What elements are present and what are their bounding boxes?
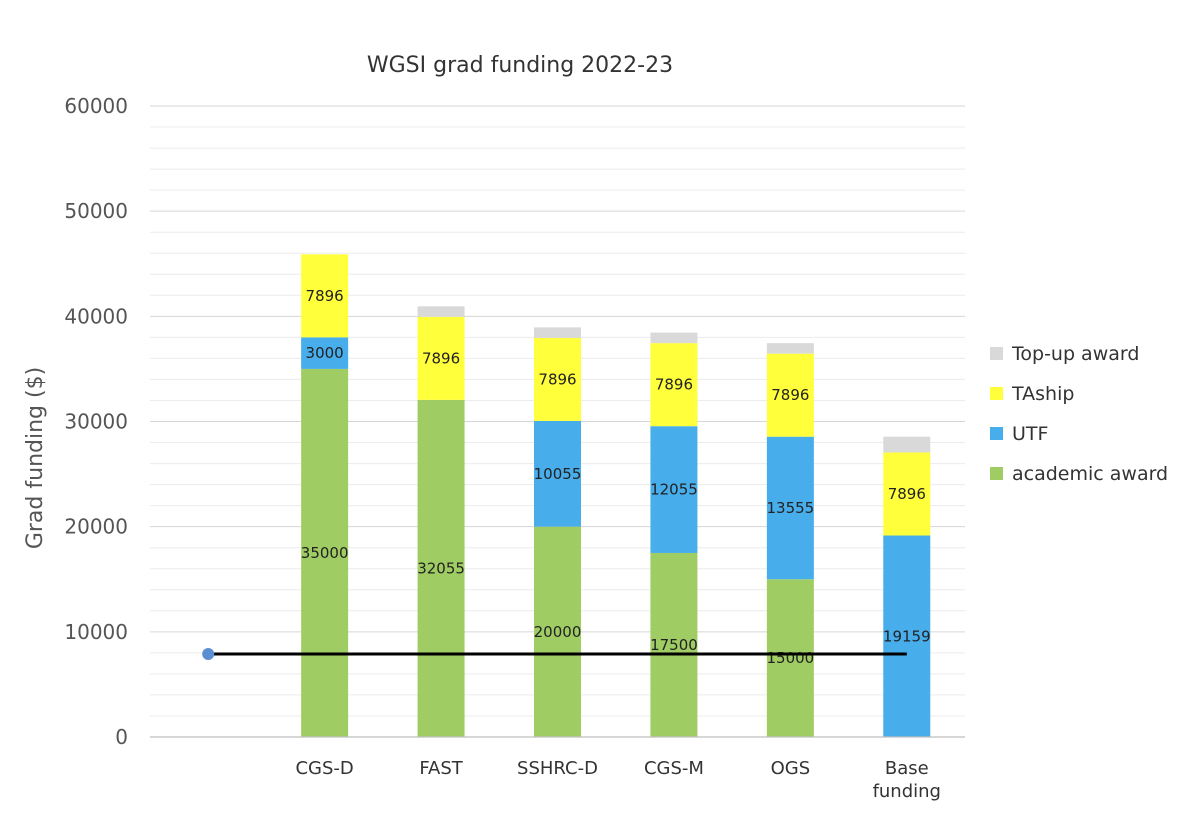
data-label: 32055 [417,559,465,577]
bar-segment-taship [301,254,349,338]
data-label: 7896 [888,485,926,503]
axis-layer: 0 10000 20000 30000 40000 50000 60000 CGS-D FAST… [64,94,965,802]
y-axis-title: Grad funding ($) [23,367,48,549]
legend-swatch [990,427,1003,440]
data-label: 15000 [766,649,814,667]
x-tick-label: CGS-D [295,758,353,779]
bar-segment-academic-award [766,579,814,737]
data-label: 7896 [771,386,809,404]
reference-line-layer [202,647,907,660]
data-label: 20000 [534,623,582,641]
y-tick-label: 40000 [64,304,128,328]
data-label: 10055 [534,465,582,483]
legend-entry-label: Top-up award [1011,343,1139,365]
legend-entry-label: TAship [1011,383,1074,405]
bar-segment-top-up-award [650,332,698,344]
y-tick-label: 50000 [64,199,128,223]
bar-segment-academic-award [650,552,698,737]
bar-segment-utf [883,535,931,737]
bar-segment-academic-award [301,368,349,737]
reference-marker [202,647,215,660]
bar-segment-taship [883,452,931,536]
data-label: 7896 [655,376,693,394]
data-label: 13555 [766,499,814,517]
bar-segment-utf [766,436,814,580]
legend-entry-label: academic award [1012,463,1168,485]
bar-segment-academic-award [534,526,581,737]
legend-swatch [990,467,1003,480]
bar-segment-top-up-award [883,436,931,453]
legend-swatch [990,387,1003,400]
bars-layer [301,254,931,737]
bar-segment-utf [534,420,581,527]
y-tick-label: 0 [115,725,128,749]
x-tick-label: SSHRC-D [517,758,598,779]
bar-segment-taship [766,353,814,437]
bar-segment-taship [534,337,581,421]
chart-title: WGSI grad funding 2022-23 [367,53,673,78]
data-labels-layer: 35000 3000 7896 32055 7896 20000 10055 7896 1750… [301,287,931,667]
bar-segment-utf [301,337,349,369]
bar-segment-top-up-award [417,306,465,317]
x-tick-label: FAST [419,758,463,779]
data-label: 7896 [422,349,460,367]
bar-segment-top-up-award [766,343,814,354]
data-label: 12055 [650,481,698,499]
x-tick-label: OGS [771,758,811,779]
y-tick-label: 30000 [64,410,128,434]
data-label: 35000 [301,544,349,562]
y-tick-label: 10000 [64,620,128,644]
legend: Top-up award TAship UTF academic award [990,343,1168,485]
bar-segment-top-up-award [534,327,581,338]
data-label: 7896 [538,370,576,388]
data-label: 19159 [883,627,931,645]
bar-segment-taship [417,316,465,400]
data-label: 17500 [650,636,698,654]
y-tick-label: 20000 [64,515,128,539]
x-tick-label: Base funding [873,758,941,802]
x-tick-label: CGS-M [644,758,704,779]
legend-swatch [990,347,1003,360]
legend-entry-label: UTF [1012,423,1048,445]
bar-segment-academic-award [417,399,465,737]
data-label: 3000 [306,344,344,362]
bar-segment-utf [650,426,698,553]
y-tick-label: 60000 [64,94,128,118]
bar-segment-taship [650,343,698,427]
data-label: 7896 [306,287,344,305]
